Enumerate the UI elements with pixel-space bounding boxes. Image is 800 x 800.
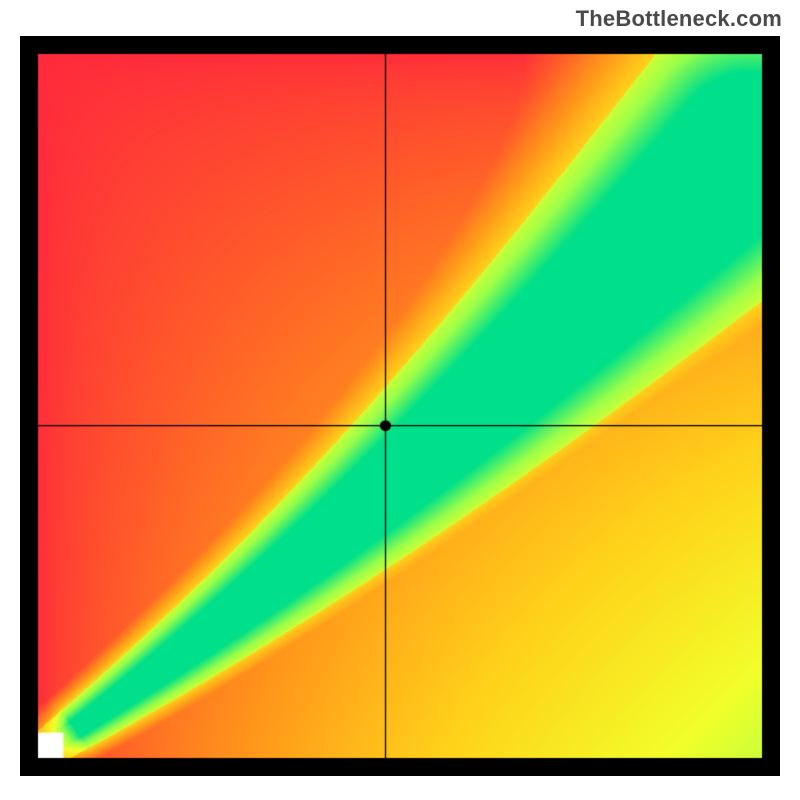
bottleneck-heatmap xyxy=(0,0,800,800)
watermark-text: TheBottleneck.com xyxy=(576,6,782,32)
chart-container: TheBottleneck.com xyxy=(0,0,800,800)
